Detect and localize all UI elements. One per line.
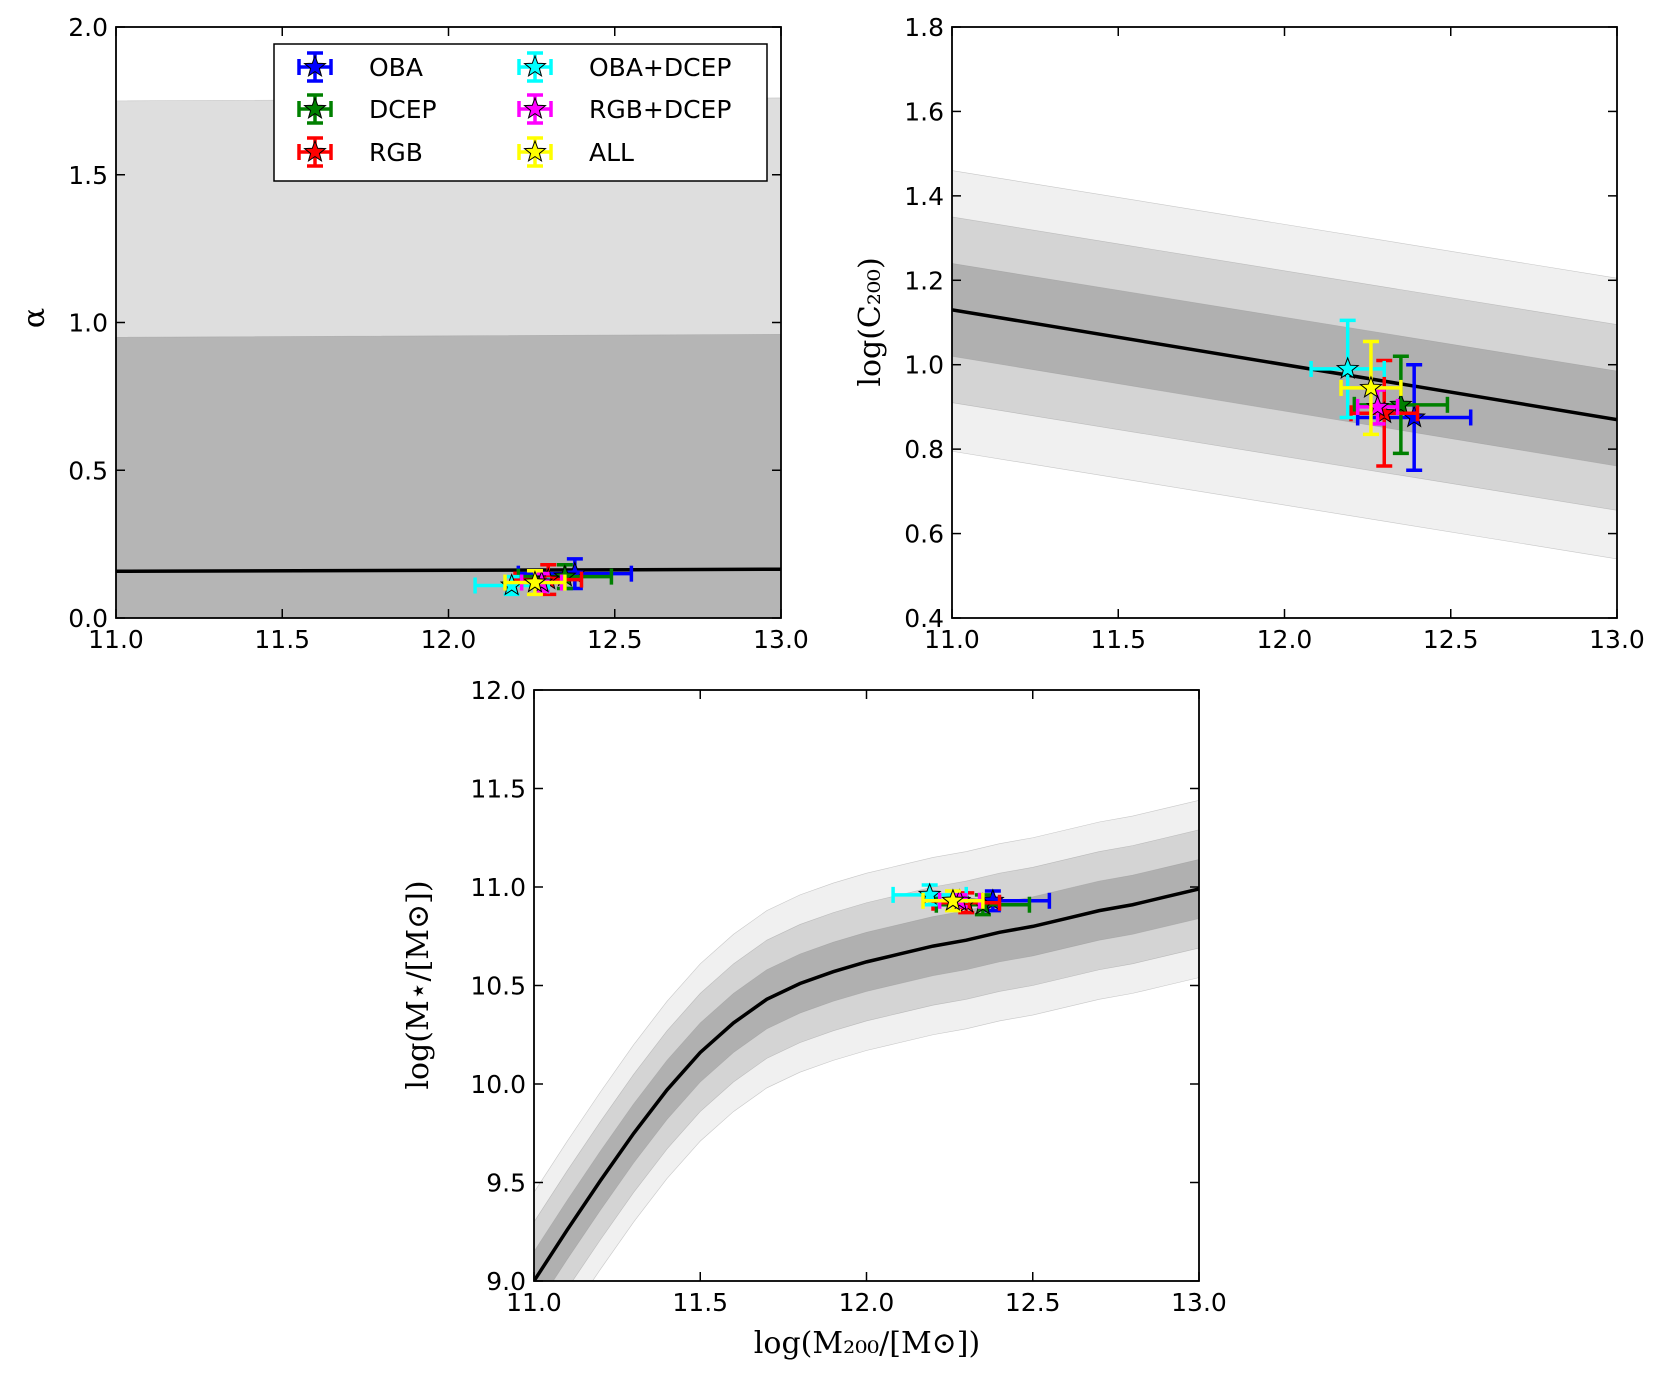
conc-plot-content [952, 170, 1617, 560]
legend-star-oba [303, 54, 327, 78]
conc-star-all [1359, 375, 1383, 398]
legend: OBA DCEP RGB OBA+DCEP RGB+DCEP ALL [273, 43, 768, 182]
alpha-xtick-label: 13.0 [753, 625, 809, 654]
conc-star-oba-dcep [1335, 356, 1360, 379]
conc-point-all [1339, 339, 1403, 437]
mstar-ytick-label: 9.5 [486, 1169, 526, 1198]
legend-star-dcep [303, 96, 327, 120]
mstar-plot-content [534, 800, 1199, 1281]
mstar-ytick-label: 10.5 [470, 972, 526, 1001]
mstar-xtick-label: 11.5 [672, 1288, 728, 1317]
conc-ytick-label: 1.8 [904, 13, 944, 42]
conc-best-fit-line [952, 308, 1617, 422]
alpha-ytick-label: 2.0 [68, 13, 108, 42]
alpha-point-all [503, 568, 567, 597]
conc-xtick-label: 11.5 [1090, 625, 1146, 654]
stellar-mass-ylabel: log(M⋆/[M⊙]) [401, 880, 436, 1089]
concentration-ylabel: log(C₂₀₀) [853, 257, 888, 386]
alpha-star-all [523, 570, 547, 593]
mstar-point-all [921, 888, 985, 913]
alpha-ytick-label: 0.5 [68, 456, 108, 485]
legend-star-rgb-dcep [523, 96, 547, 120]
mstar-ytick-label: 9.0 [486, 1267, 526, 1296]
mstar-ytick-label: 12.0 [470, 676, 526, 705]
legend-label-rgb-dcep: RGB+DCEP [589, 95, 731, 124]
mstar-xtick-label: 12.5 [1005, 1288, 1061, 1317]
conc-ytick-label: 1.6 [904, 97, 944, 126]
conc-xtick-label: 12.5 [1423, 625, 1479, 654]
conc-ytick-label: 0.8 [904, 435, 944, 464]
legend-label-oba-dcep: OBA+DCEP [589, 53, 731, 82]
alpha-ytick-label: 1.0 [68, 309, 108, 338]
legend-label-oba: OBA [369, 53, 423, 82]
alpha-plot-content [116, 97, 781, 618]
alpha-xtick-label: 11.5 [254, 625, 310, 654]
legend-point-dcep [297, 93, 333, 125]
stellar-mass-panel: 11.0 11.5 12.0 12.5 13.0 9.0 9.5 10.0 10.5 11.0 11… [470, 676, 1227, 1317]
legend-point-rgb [297, 136, 333, 168]
alpha-xtick-label: 12.5 [587, 625, 643, 654]
legend-star-rgb [303, 139, 327, 163]
mstar-xtick-label: 11.0 [506, 1288, 562, 1317]
conc-xtick-label: 12.0 [1257, 625, 1313, 654]
stellar-mass-xlabel: log(M₂₀₀/[M⊙]) [754, 1326, 980, 1361]
conc-ytick-label: 0.6 [904, 520, 944, 549]
legend-star-oba-dcep [523, 54, 547, 78]
mstar-ytick-label: 11.5 [470, 775, 526, 804]
conc-ytick-label: 1.4 [904, 182, 944, 211]
alpha-best-fit-line [116, 567, 781, 574]
mstar-xtick-label: 13.0 [1171, 1288, 1227, 1317]
conc-xtick-label: 13.0 [1589, 625, 1645, 654]
legend-label-rgb: RGB [369, 138, 423, 167]
conc-ytick-label: 1.2 [904, 266, 944, 295]
legend-star-all [523, 139, 547, 163]
legend-point-rgb-dcep [517, 93, 553, 125]
conc-xtick-label: 11.0 [924, 625, 980, 654]
mstar-xtick-label: 12.0 [839, 1288, 895, 1317]
alpha-ylabel: α [17, 308, 52, 328]
legend-label-dcep: DCEP [369, 95, 437, 124]
conc-ytick-label: 0.4 [904, 604, 944, 633]
mstar-star-all [941, 888, 965, 911]
alpha-band-inner [116, 334, 781, 618]
alpha-ytick-label: 0.0 [68, 604, 108, 633]
concentration-panel: 11.0 11.5 12.0 12.5 13.0 0.4 0.6 0.8 1.0 1.2 1.4 1.… [904, 13, 1645, 654]
legend-label-all: ALL [589, 138, 634, 167]
alpha-ytick-label: 1.5 [68, 161, 108, 190]
conc-star-dcep [1389, 392, 1413, 415]
alpha-xtick-label: 12.0 [421, 625, 477, 654]
alpha-xtick-label: 11.0 [88, 625, 144, 654]
mstar-best-fit-line [534, 887, 1199, 1281]
legend-point-oba [297, 51, 333, 83]
mstar-ytick-label: 10.0 [470, 1070, 526, 1099]
legend-point-all [517, 136, 553, 168]
mstar-ytick-label: 11.0 [470, 873, 526, 902]
legend-point-oba-dcep [517, 51, 553, 83]
mstar-band-1-sigma [534, 859, 1199, 1281]
conc-ytick-label: 1.0 [904, 351, 944, 380]
